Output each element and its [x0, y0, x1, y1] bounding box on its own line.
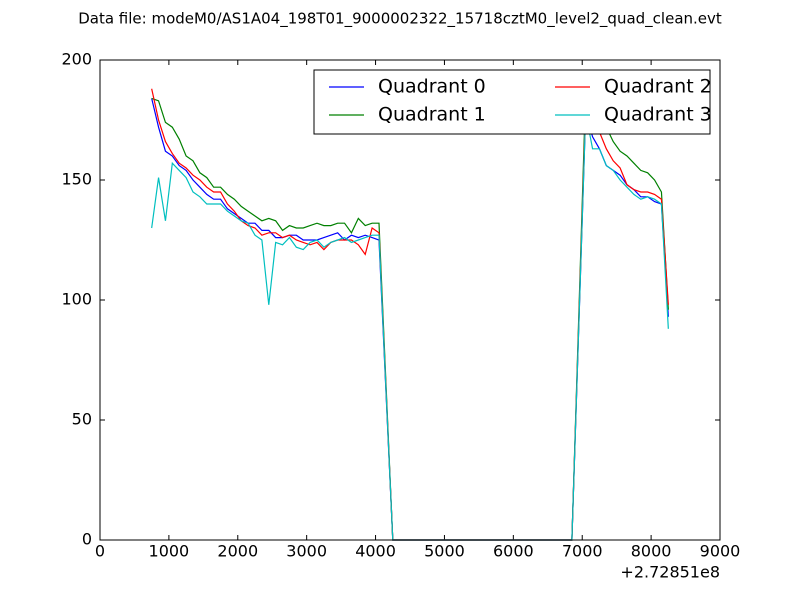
y-tick-label: 50 [72, 410, 92, 429]
y-tick-label: 100 [61, 290, 92, 309]
legend-label: Quadrant 2 [604, 76, 712, 98]
series-line [151, 89, 669, 541]
y-tick-label: 200 [61, 50, 92, 69]
series-line [151, 98, 669, 541]
legend-box [313, 69, 711, 135]
x-tick-label: 5000 [424, 542, 465, 561]
x-tick-label: 3000 [286, 542, 327, 561]
x-tick-label: 2000 [217, 542, 258, 561]
y-tick-label: 150 [61, 170, 92, 189]
series-line [151, 112, 669, 541]
plot-frame [99, 59, 721, 541]
series-line [151, 88, 669, 541]
legend-label: Quadrant 0 [378, 76, 486, 98]
y-tick-label: 0 [82, 530, 92, 549]
legend-label: Quadrant 3 [604, 104, 712, 126]
x-offset-label: +2.72851e8 [620, 563, 720, 582]
x-tick-label: 8000 [631, 542, 672, 561]
x-tick-label: 7000 [562, 542, 603, 561]
x-tick-label: 4000 [355, 542, 396, 561]
x-tick-label: 0 [95, 542, 105, 561]
x-tick-label: 1000 [149, 542, 190, 561]
legend-label: Quadrant 1 [378, 104, 486, 126]
chart-title: Data file: modeM0/AS1A04_198T01_90000023… [78, 10, 722, 29]
x-tick-label: 9000 [700, 542, 741, 561]
x-tick-label: 6000 [493, 542, 534, 561]
